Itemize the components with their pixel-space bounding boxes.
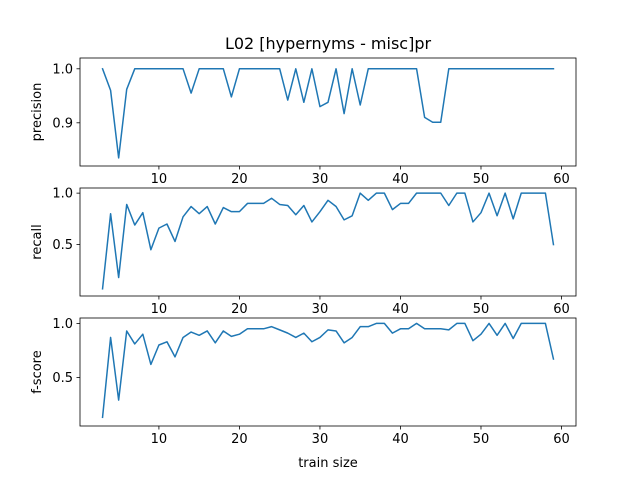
x-tick-label: 30 bbox=[312, 432, 329, 447]
x-tick-label: 10 bbox=[151, 172, 168, 187]
y-tick-label: 0.5 bbox=[52, 238, 73, 253]
x-tick-label: 50 bbox=[473, 302, 490, 317]
precision-series-line bbox=[101, 67, 555, 159]
x-tick-label: 60 bbox=[553, 432, 570, 447]
x-tick-label: 50 bbox=[473, 432, 490, 447]
x-tick-label: 30 bbox=[312, 302, 329, 317]
f-score-series-line bbox=[101, 322, 555, 419]
y-axis-label-precision: precision bbox=[30, 83, 45, 142]
chart-title: L02 [hypernyms - misc]pr bbox=[225, 34, 432, 53]
subplot-precision: 10 20 30 40 50 60 0.9 1.0 precision bbox=[30, 57, 577, 187]
subplots: 10 20 30 40 50 60 0.9 1.0 precision 10 20 30 40 50 60 0… bbox=[30, 57, 577, 447]
subplot-f-score: 10 20 30 40 50 60 0.5 1.0 f-score bbox=[30, 317, 577, 447]
recall-axes-frame bbox=[79, 187, 577, 297]
x-tick-label: 40 bbox=[392, 302, 409, 317]
y-tick-label: 1.0 bbox=[52, 317, 73, 332]
x-tick-label: 20 bbox=[231, 432, 248, 447]
precision-axes-frame bbox=[79, 57, 577, 167]
y-tick-label: 0.5 bbox=[52, 371, 73, 386]
y-tick-label: 1.0 bbox=[52, 62, 73, 77]
x-axis-label: train size bbox=[298, 456, 358, 471]
f-score-axes-frame bbox=[79, 317, 577, 427]
x-tick-label: 10 bbox=[151, 432, 168, 447]
y-tick-label: 1.0 bbox=[52, 187, 73, 202]
x-tick-label: 20 bbox=[231, 302, 248, 317]
x-tick-label: 30 bbox=[312, 172, 329, 187]
y-tick-label: 0.9 bbox=[52, 116, 73, 131]
y-axis-label-recall: recall bbox=[30, 224, 45, 259]
subplot-recall: 10 20 30 40 50 60 0.5 1.0 recall bbox=[30, 187, 577, 317]
x-tick-label: 40 bbox=[392, 172, 409, 187]
recall-series-line bbox=[101, 192, 555, 290]
x-tick-label: 10 bbox=[151, 302, 168, 317]
x-tick-label: 60 bbox=[553, 172, 570, 187]
x-tick-label: 60 bbox=[553, 302, 570, 317]
y-axis-label-f-score: f-score bbox=[30, 350, 45, 394]
x-tick-label: 50 bbox=[473, 172, 490, 187]
x-tick-label: 20 bbox=[231, 172, 248, 187]
x-tick-label: 40 bbox=[392, 432, 409, 447]
